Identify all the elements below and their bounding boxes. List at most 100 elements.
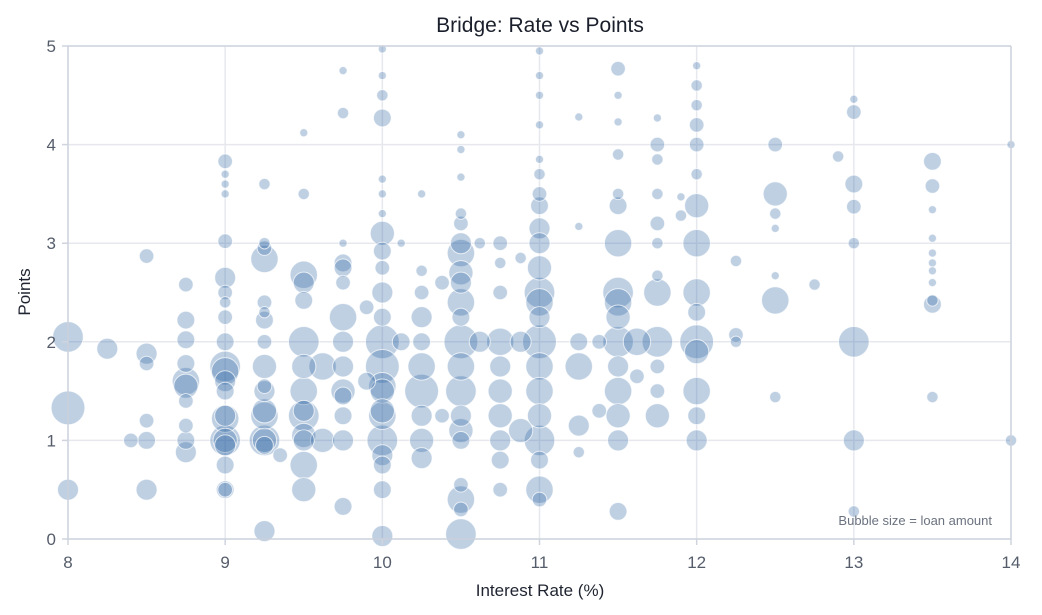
- bubble-point: [413, 284, 430, 301]
- bubble-point: [526, 403, 553, 429]
- bubbles: [50, 44, 1018, 550]
- bubble-point: [289, 376, 318, 406]
- bubble-point: [605, 304, 631, 330]
- bubble-point: [217, 153, 233, 170]
- bubble-point: [446, 352, 476, 381]
- bubble-point: [248, 424, 281, 457]
- bubble-point: [838, 326, 870, 358]
- bubble-point: [446, 288, 476, 317]
- bubble-point: [415, 264, 428, 278]
- bubble-point: [358, 299, 375, 316]
- bubble-point: [610, 60, 626, 77]
- bubble-point: [525, 352, 554, 381]
- bubble-point: [449, 404, 472, 427]
- bubble-point: [769, 207, 782, 220]
- bubble-point: [847, 505, 861, 518]
- bubble-point: [333, 258, 353, 278]
- bubble-point: [214, 434, 237, 457]
- bubble-point: [523, 276, 556, 309]
- bubble-point: [643, 278, 672, 307]
- bubble-point: [761, 286, 790, 315]
- bubble-point: [138, 248, 155, 264]
- bubble-point: [454, 207, 468, 220]
- bubble-point: [509, 330, 532, 353]
- bubble-point: [927, 278, 938, 288]
- bubble-point: [492, 235, 509, 251]
- bubble-point: [218, 296, 232, 309]
- bubble-point: [214, 266, 237, 289]
- y-tick-label: 4: [47, 136, 56, 155]
- bubble-point: [926, 294, 939, 307]
- bubble-point: [338, 66, 348, 76]
- bubble-point: [489, 429, 512, 452]
- bubble-point: [682, 229, 711, 258]
- bubble-point: [808, 278, 821, 291]
- bubble-point: [332, 330, 355, 353]
- bubble-point: [534, 46, 545, 56]
- bubble-point: [333, 253, 353, 273]
- bubble-point: [649, 358, 666, 375]
- bubble-point: [514, 251, 527, 265]
- bubble-point: [372, 307, 392, 327]
- bubble-point: [926, 390, 939, 404]
- bubble-point: [767, 136, 784, 153]
- bubble-point: [927, 233, 938, 243]
- bubble-point: [453, 215, 469, 232]
- bubble-point: [492, 481, 509, 498]
- bubble-point: [176, 330, 196, 350]
- bubble-point: [846, 198, 862, 215]
- bubble-point: [591, 403, 608, 419]
- bubble-point: [451, 307, 471, 327]
- bubble-point: [530, 450, 549, 470]
- bubble-point: [574, 221, 584, 232]
- bubble-point: [687, 302, 707, 322]
- bubble-point: [377, 174, 387, 184]
- bubble-point: [682, 376, 711, 406]
- bubble-point: [292, 399, 315, 422]
- bubble-point: [251, 353, 278, 380]
- y-tick-label: 5: [47, 37, 56, 56]
- bubble-point: [410, 404, 433, 427]
- bubble-point: [372, 455, 392, 475]
- bubble-point: [629, 368, 645, 385]
- bubble-point: [611, 187, 625, 201]
- bubble-point: [178, 417, 194, 434]
- bubble-point: [641, 326, 674, 358]
- bubble-point: [682, 278, 711, 307]
- bubble-point: [396, 238, 406, 248]
- bubble-point: [255, 435, 274, 455]
- bubble-point: [927, 205, 938, 215]
- bubble-point: [212, 427, 238, 453]
- bubble-point: [489, 355, 512, 378]
- bubble-point: [769, 390, 782, 404]
- bubble-point: [534, 90, 545, 100]
- bubble-point: [844, 174, 864, 194]
- bubble-point: [473, 237, 486, 250]
- bubble-point: [622, 327, 652, 356]
- bubble-point: [409, 427, 435, 453]
- y-tick-label: 2: [47, 333, 56, 352]
- bubble-point: [299, 128, 309, 138]
- bubble-point: [607, 429, 630, 452]
- bubble-point: [530, 196, 549, 216]
- bubble-point: [690, 79, 703, 92]
- bubble-point: [688, 136, 705, 153]
- bubble-point: [96, 337, 119, 360]
- bubble-point: [762, 181, 788, 207]
- bubble-point: [372, 480, 392, 500]
- bubble-point: [357, 371, 377, 391]
- y-tick-label: 3: [47, 234, 56, 253]
- bubble-point: [607, 355, 630, 378]
- bubble-point: [137, 431, 156, 450]
- bubble-point: [924, 178, 941, 194]
- bubble-point: [364, 324, 400, 360]
- bubble-point: [377, 209, 387, 219]
- bubble-point: [250, 244, 279, 274]
- bubble-point: [135, 478, 158, 501]
- bubble-point: [220, 169, 230, 179]
- bubble-point: [468, 330, 491, 353]
- bubble-point: [927, 248, 938, 258]
- bubble-point: [176, 310, 196, 330]
- bubble-point: [338, 238, 348, 248]
- bubble-point: [528, 232, 551, 255]
